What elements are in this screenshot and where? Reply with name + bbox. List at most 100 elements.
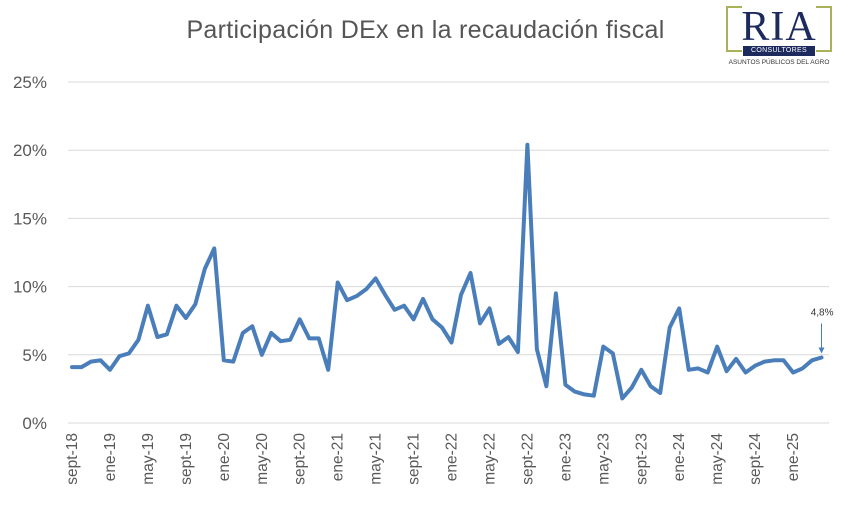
logo-bracket-right xyxy=(816,6,832,52)
data-point xyxy=(412,317,416,321)
data-point xyxy=(260,353,264,357)
data-point xyxy=(402,304,406,308)
data-point xyxy=(440,326,444,330)
data-point xyxy=(820,356,824,360)
x-tick-label: sept-19 xyxy=(178,433,195,485)
grid-lines xyxy=(68,81,829,424)
data-point xyxy=(563,383,567,387)
y-tick-label: 5% xyxy=(22,346,47,365)
data-point xyxy=(734,357,738,361)
x-tick-label: sept-20 xyxy=(292,433,309,485)
data-point xyxy=(687,368,691,372)
data-point xyxy=(772,358,776,362)
series-line xyxy=(70,142,824,401)
x-tick-label: ene-23 xyxy=(557,433,574,481)
data-point xyxy=(146,304,150,308)
chart-title: Participación DEx en la recaudación fisc… xyxy=(186,16,665,44)
annotation-layer: 4,8% xyxy=(811,308,834,354)
data-point xyxy=(487,306,491,310)
data-point xyxy=(506,335,510,339)
logo-letters: RIA xyxy=(741,4,817,50)
data-point xyxy=(544,384,548,388)
data-point xyxy=(696,366,700,370)
x-tick-label: sept-24 xyxy=(747,433,764,485)
data-point xyxy=(668,326,672,330)
x-tick-label: may-23 xyxy=(595,433,612,485)
data-point xyxy=(250,324,254,328)
x-axis-ticks: sept-18 ene-19 may-19 sept-19 ene-20 may-20 se… xyxy=(64,433,802,485)
x-tick-label: sept-21 xyxy=(406,433,423,485)
data-point xyxy=(136,338,140,342)
data-point xyxy=(165,332,169,336)
x-tick-label: may-24 xyxy=(709,433,726,485)
data-point xyxy=(421,297,425,301)
data-point xyxy=(611,351,615,355)
x-tick-label: ene-22 xyxy=(444,433,461,481)
data-point xyxy=(203,267,207,271)
data-point xyxy=(630,386,634,390)
data-point xyxy=(725,369,729,373)
data-point xyxy=(108,368,112,372)
data-point xyxy=(782,358,786,362)
data-point xyxy=(573,390,577,394)
data-point xyxy=(355,294,359,298)
logo-tagline: ASUNTOS PÚBLICOS DEL AGRO xyxy=(728,59,830,66)
data-point xyxy=(516,350,520,354)
ria-logo: RIA CONSULTORES ASUNTOS PÚBLICOS DEL AGR… xyxy=(726,4,832,70)
data-point xyxy=(715,345,719,349)
y-tick-label: 10% xyxy=(13,278,47,297)
data-point xyxy=(127,351,131,355)
data-point xyxy=(706,371,710,375)
x-tick-label: may-19 xyxy=(140,433,157,485)
data-point xyxy=(279,339,283,343)
data-point xyxy=(336,281,340,285)
x-tick-label: sept-22 xyxy=(519,433,536,485)
data-point xyxy=(468,271,472,275)
y-tick-label: 20% xyxy=(13,141,47,160)
logo-bracket-left xyxy=(726,6,742,52)
data-point xyxy=(89,360,93,364)
data-point xyxy=(620,396,624,400)
data-point xyxy=(222,358,226,362)
data-point xyxy=(753,364,757,368)
series-layer xyxy=(70,142,824,401)
data-point xyxy=(554,291,558,295)
data-point xyxy=(174,304,178,308)
data-point xyxy=(288,338,292,342)
data-point xyxy=(184,316,188,320)
data-point xyxy=(345,298,349,302)
data-point xyxy=(497,342,501,346)
x-tick-label: ene-20 xyxy=(216,433,233,482)
y-tick-label: 0% xyxy=(22,414,47,433)
data-point xyxy=(98,358,102,362)
data-point xyxy=(677,306,681,310)
data-point xyxy=(744,371,748,375)
y-tick-label: 15% xyxy=(13,209,47,228)
data-point xyxy=(791,371,795,375)
data-point xyxy=(450,341,453,345)
data-point xyxy=(326,368,330,372)
data-point xyxy=(212,246,216,250)
data-point xyxy=(431,317,435,321)
data-point xyxy=(601,345,605,349)
data-point xyxy=(374,276,378,280)
data-point xyxy=(658,391,662,395)
data-point xyxy=(193,302,197,306)
data-point xyxy=(317,336,321,340)
x-tick-label: sept-23 xyxy=(633,433,650,485)
data-point xyxy=(393,308,397,312)
data-point xyxy=(231,360,235,364)
x-tick-label: may-22 xyxy=(481,433,498,485)
data-point xyxy=(810,358,814,362)
data-point xyxy=(241,331,245,335)
x-tick-label: may-21 xyxy=(368,433,385,485)
annotation-label: 4,8% xyxy=(811,308,834,319)
y-axis-ticks: 0% 5% 10% 15% 20% 25% xyxy=(13,73,47,433)
data-point xyxy=(307,336,311,340)
x-tick-label: sept-18 xyxy=(64,433,81,485)
x-tick-label: may-20 xyxy=(254,433,271,485)
data-point xyxy=(639,368,643,372)
logo-band: CONSULTORES xyxy=(743,46,815,56)
data-point xyxy=(383,293,387,297)
